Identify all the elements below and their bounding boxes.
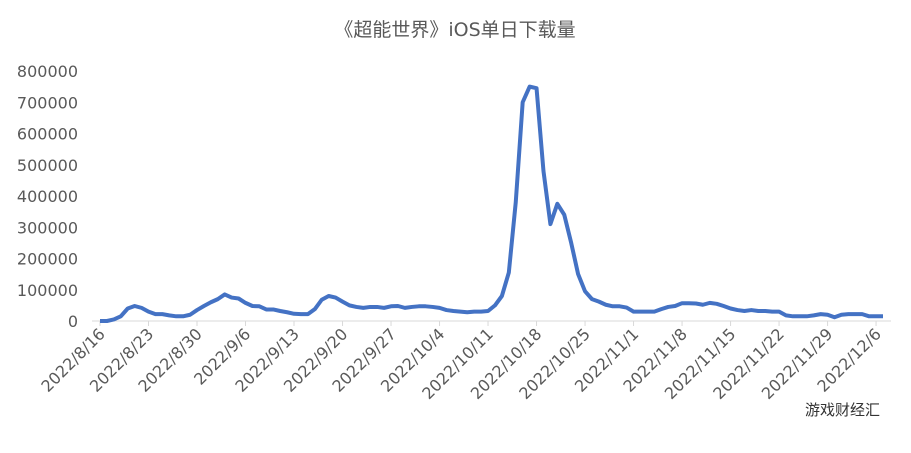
y-tick-label: 500000	[17, 156, 78, 175]
chart-title: 《超能世界》iOS单日下载量	[334, 19, 575, 41]
y-tick-label: 400000	[17, 187, 78, 206]
y-tick-label: 200000	[17, 250, 78, 269]
y-tick-label: 600000	[17, 125, 78, 144]
y-tick-label: 700000	[17, 93, 78, 112]
y-tick-label: 100000	[17, 281, 78, 300]
y-tick-label: 0	[68, 312, 78, 331]
data-line	[100, 84, 883, 323]
y-tick-label: 300000	[17, 218, 78, 237]
y-tick-label: 800000	[17, 62, 78, 81]
watermark: 游戏财经汇	[805, 401, 880, 419]
